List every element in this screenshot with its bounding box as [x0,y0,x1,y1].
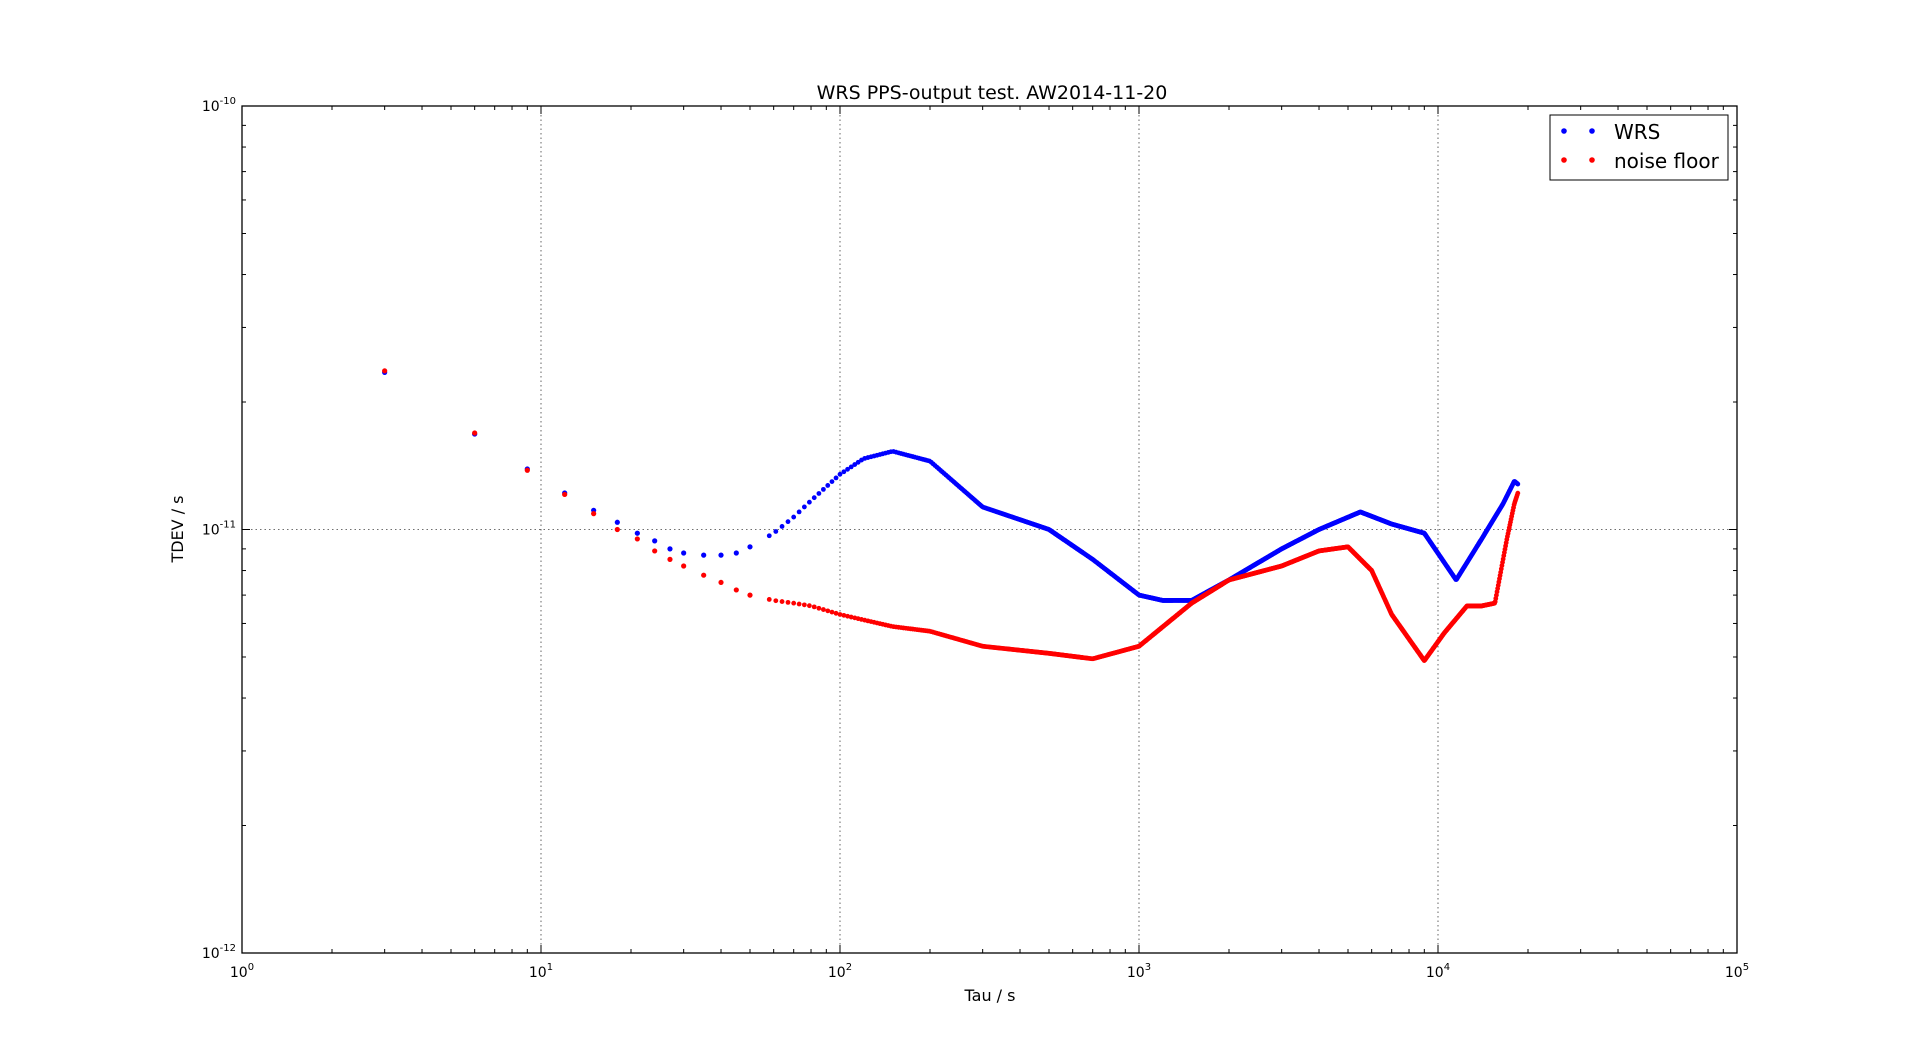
x-tick-label: 100 [230,962,254,981]
data-point-noise-floor [833,610,839,616]
data-point-noise-floor [591,511,597,517]
data-point-noise-floor [614,526,620,533]
data-point-noise-floor [652,548,658,554]
data-point-noise-floor [472,430,478,436]
legend-marker-noise-floor [1561,157,1567,163]
y-tick-label: 10-10 [202,96,236,115]
data-point-wrs [718,552,724,558]
y-tick-label: 10-12 [202,943,236,962]
data-point-wrs [796,509,802,515]
data-point-noise-floor [801,602,807,608]
data-point-noise-floor [524,467,530,473]
data-point-wrs [701,552,707,558]
legend-label-wrs: WRS [1614,120,1660,144]
plot-area-frame [241,105,1738,954]
data-point-noise-floor [733,587,739,593]
data-point-noise-floor [829,609,835,615]
grid [242,106,1737,953]
data-point-wrs [848,464,854,470]
data-point-wrs [852,462,858,467]
data-point-noise-floor [562,491,568,498]
x-tick-label: 105 [1725,962,1749,981]
y-axis-label: TDEV / s [168,495,187,563]
x-tick-label: 101 [529,962,553,981]
data-point-noise-floor [667,556,673,562]
data-point-wrs [801,504,807,510]
legend: WRS noise floor [1549,114,1729,181]
x-tick-label: 104 [1426,962,1450,981]
data-point-wrs [791,514,797,520]
data-point-noise-floor [766,597,772,602]
data-point-wrs [785,519,791,525]
x-axis-label: Tau / s [964,986,1016,1005]
data-point-noise-floor [821,607,826,612]
data-point-wrs [652,538,658,544]
legend-marker-noise-floor [1589,157,1595,163]
data-point-wrs [829,479,835,485]
data-point-wrs [733,550,739,556]
data-point-wrs [811,495,817,501]
data-point-noise-floor [811,604,817,610]
data-point-wrs [766,533,772,539]
data-point-noise-floor [779,599,785,604]
data-point-wrs [747,544,753,550]
data-series [382,368,1521,663]
data-point-noise-floor [701,572,707,578]
x-tick-label: 102 [828,962,852,981]
data-point-wrs [845,466,850,472]
chart-title: WRS PPS-output test. AW2014-11-20 [817,82,1168,104]
data-point-wrs [806,499,812,505]
data-point-noise-floor [806,603,812,609]
data-point-wrs [833,475,839,481]
data-point-wrs [614,519,620,525]
data-point-noise-floor [773,598,779,604]
data-point-noise-floor [845,613,850,619]
y-tick-label: 10-11 [202,520,236,539]
data-point-noise-floor [747,592,753,598]
data-point-noise-floor [796,601,802,607]
legend-box [1549,114,1729,181]
data-point-wrs [821,486,826,492]
legend-label-noise-floor: noise floor [1614,149,1720,173]
data-point-wrs [841,469,847,475]
data-point-noise-floor [1515,490,1521,496]
data-point-wrs [634,530,640,536]
data-point-noise-floor [841,612,847,618]
data-point-wrs [825,483,831,488]
data-point-wrs [1515,481,1521,487]
data-point-noise-floor [825,608,831,614]
legend-marker-wrs [1561,128,1567,134]
data-point-noise-floor [785,599,791,605]
data-point-noise-floor [681,563,687,569]
series-noise-floor [382,368,1521,663]
data-point-wrs [773,529,779,534]
x-tick-label: 103 [1127,962,1151,981]
data-point-wrs [837,471,843,477]
series-wrs [382,369,1521,603]
data-point-noise-floor [718,579,724,586]
data-point-noise-floor [816,605,822,611]
data-point-noise-floor [634,536,640,542]
data-point-wrs [681,550,687,556]
data-point-wrs [816,491,822,496]
data-point-noise-floor [382,368,388,374]
data-point-noise-floor [837,612,843,617]
legend-marker-wrs [1589,128,1595,134]
data-point-wrs [779,524,785,529]
tick-labels: 100 101 102 103 104 105 10-12 10-11 10-10 [202,96,1749,981]
data-point-wrs [667,546,673,552]
data-point-noise-floor [791,600,797,606]
